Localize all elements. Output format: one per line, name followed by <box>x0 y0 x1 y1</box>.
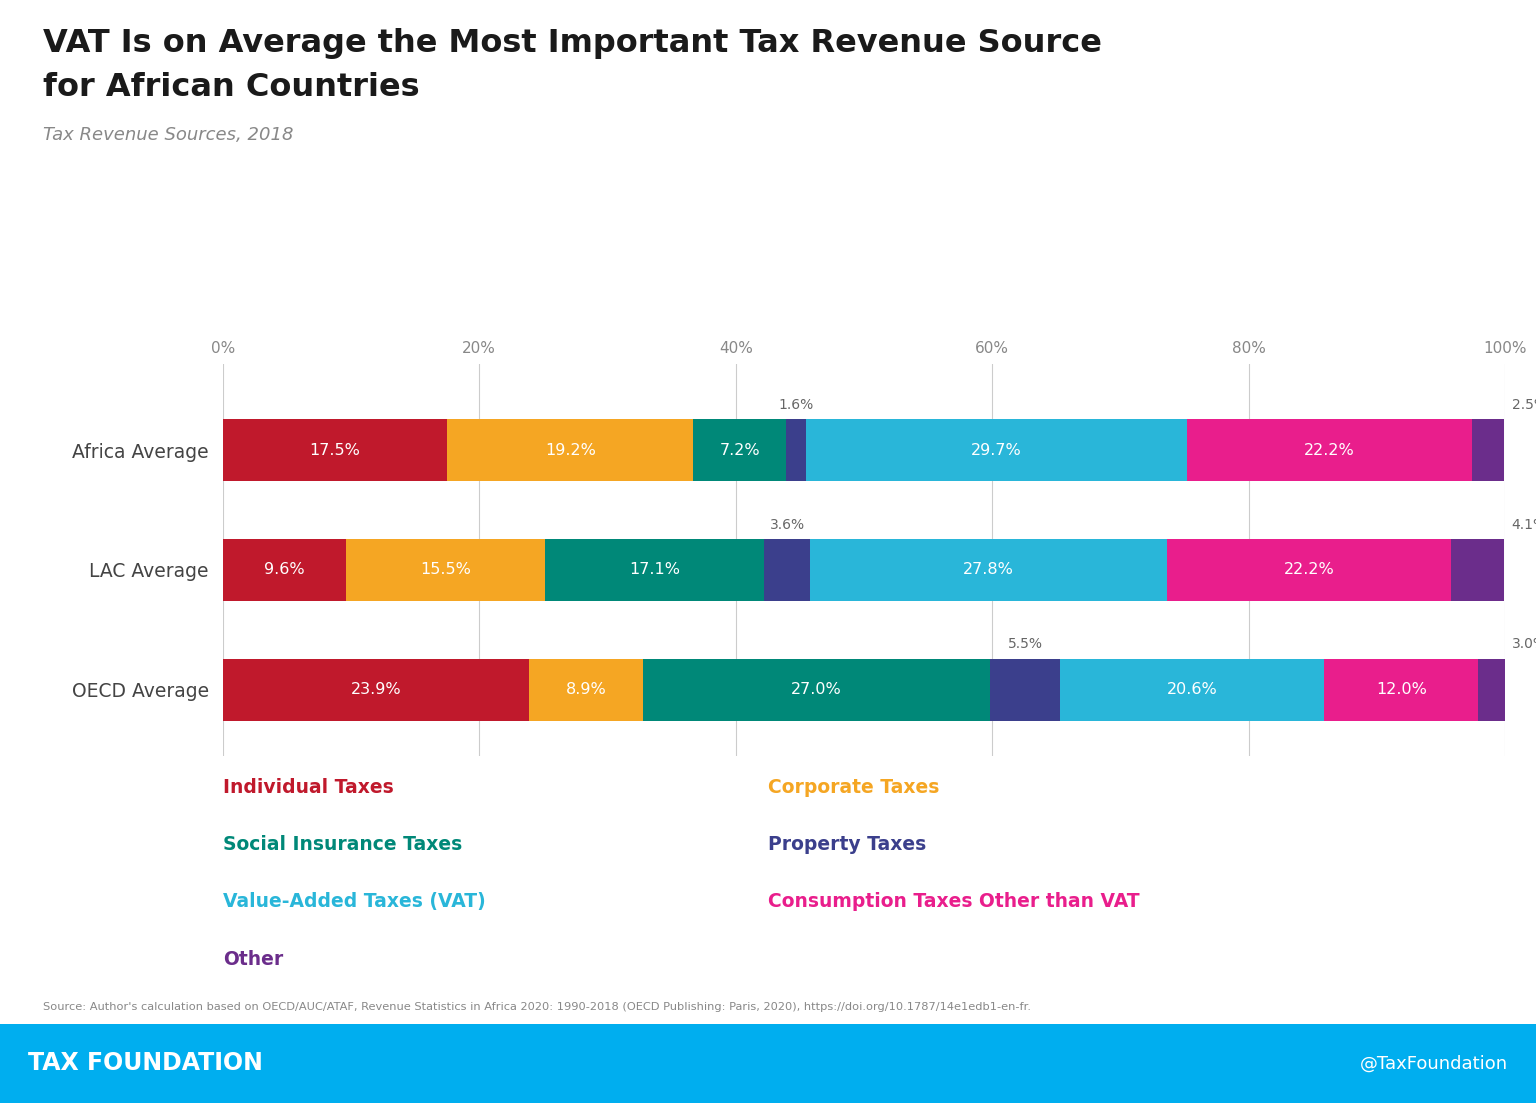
Text: 15.5%: 15.5% <box>419 563 470 578</box>
Text: 20.6%: 20.6% <box>1167 682 1218 697</box>
Bar <box>1452 539 1504 601</box>
Text: Property Taxes: Property Taxes <box>768 835 926 854</box>
Bar <box>1167 539 1452 601</box>
Text: Value-Added Taxes (VAT): Value-Added Taxes (VAT) <box>223 892 485 911</box>
Text: 5.5%: 5.5% <box>1008 638 1043 652</box>
Bar <box>545 539 763 601</box>
Bar <box>1060 658 1324 721</box>
Text: 7.2%: 7.2% <box>719 442 760 458</box>
Text: 17.1%: 17.1% <box>628 563 680 578</box>
Text: Individual Taxes: Individual Taxes <box>223 778 393 796</box>
Text: 17.5%: 17.5% <box>310 442 361 458</box>
Text: 27.8%: 27.8% <box>963 563 1014 578</box>
Bar <box>1478 658 1518 721</box>
Text: 8.9%: 8.9% <box>565 682 607 697</box>
Bar <box>223 419 447 481</box>
Bar <box>1324 658 1478 721</box>
Text: 27.0%: 27.0% <box>791 682 842 697</box>
Text: Tax Revenue Sources, 2018: Tax Revenue Sources, 2018 <box>43 126 293 143</box>
Bar <box>1187 419 1471 481</box>
Text: Source: Author's calculation based on OECD/AUC/ATAF, Revenue Statistics in Afric: Source: Author's calculation based on OE… <box>43 1002 1031 1011</box>
Text: Consumption Taxes Other than VAT: Consumption Taxes Other than VAT <box>768 892 1140 911</box>
Bar <box>644 658 989 721</box>
Bar <box>223 539 346 601</box>
Bar <box>806 419 1187 481</box>
Bar <box>693 419 786 481</box>
Text: Corporate Taxes: Corporate Taxes <box>768 778 940 796</box>
Bar <box>1471 419 1504 481</box>
Bar <box>346 539 545 601</box>
Text: 3.0%: 3.0% <box>1511 638 1536 652</box>
Text: 22.2%: 22.2% <box>1304 442 1355 458</box>
Text: 22.2%: 22.2% <box>1284 563 1335 578</box>
Text: 23.9%: 23.9% <box>350 682 401 697</box>
Bar <box>809 539 1167 601</box>
Text: 2.5%: 2.5% <box>1511 398 1536 411</box>
Text: VAT Is on Average the Most Important Tax Revenue Source: VAT Is on Average the Most Important Tax… <box>43 28 1101 58</box>
Text: 12.0%: 12.0% <box>1376 682 1427 697</box>
Text: Other: Other <box>223 950 283 968</box>
Text: 1.6%: 1.6% <box>779 398 814 411</box>
Bar <box>223 658 530 721</box>
Text: for African Countries: for African Countries <box>43 72 419 103</box>
Text: Social Insurance Taxes: Social Insurance Taxes <box>223 835 462 854</box>
Bar <box>989 658 1060 721</box>
Text: 29.7%: 29.7% <box>971 442 1021 458</box>
Bar <box>786 419 806 481</box>
Text: TAX FOUNDATION: TAX FOUNDATION <box>28 1051 263 1075</box>
Text: 19.2%: 19.2% <box>545 442 596 458</box>
Text: @TaxFoundation: @TaxFoundation <box>1361 1054 1508 1072</box>
Bar <box>447 419 693 481</box>
Text: 3.6%: 3.6% <box>770 517 805 532</box>
Bar <box>763 539 809 601</box>
Text: 4.1%: 4.1% <box>1511 517 1536 532</box>
Bar <box>530 658 644 721</box>
Text: 9.6%: 9.6% <box>264 563 304 578</box>
